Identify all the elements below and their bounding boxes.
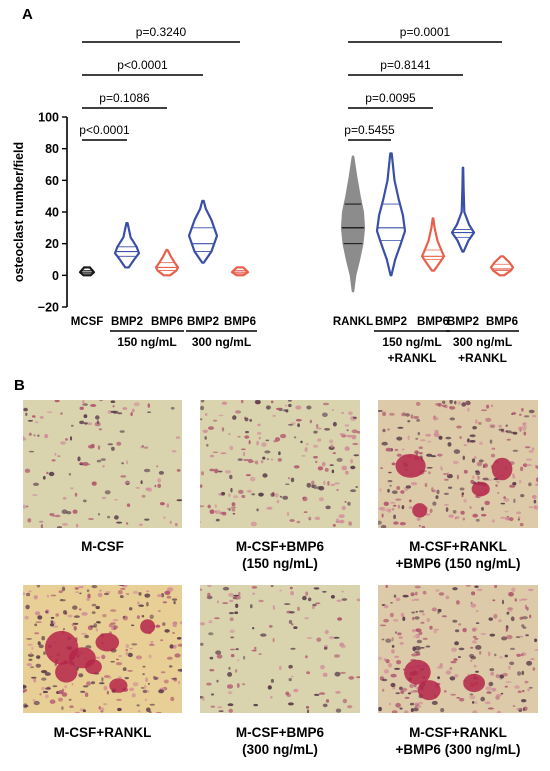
violin-1	[113, 221, 141, 269]
y-axis-label: osteoclast number/field	[12, 142, 26, 282]
caption-line: M-CSF+BMP6	[235, 539, 325, 554]
p-value-label: p=0.1086	[99, 91, 150, 105]
category-label: BMP2	[375, 316, 407, 328]
p-value-label: p<0.0001	[117, 58, 168, 72]
caption-line: +BMP6 (150 ng/mL)	[395, 556, 521, 571]
caption-line: M-CSF+RANKL	[409, 539, 507, 554]
micrograph-image	[200, 400, 360, 528]
caption-line: M-CSF+RANKL	[409, 725, 507, 740]
category-label: MCSF	[71, 316, 104, 328]
caption-line: (300 ng/mL)	[242, 742, 318, 757]
y-tick-label: 60	[45, 174, 59, 188]
y-tick-label: −20	[38, 301, 59, 315]
y-tick-label: 0	[52, 269, 59, 283]
micrograph-caption: M-CSF	[13, 538, 192, 555]
violin-6	[375, 152, 407, 277]
caption-line: M-CSF+RANKL	[53, 725, 152, 740]
violin-3	[187, 199, 219, 264]
p-value-label: p=0.5455	[344, 123, 395, 137]
violin-5	[340, 155, 366, 293]
violin-9	[489, 255, 515, 277]
panel-a-label: A	[22, 6, 33, 23]
micrograph-image	[200, 585, 360, 713]
group-label: 150 ng/mL	[382, 335, 441, 349]
micrograph-caption: M-CSF+RANKL +BMP6 (300 ng/mL)	[368, 724, 548, 758]
caption-line: +BMP6 (300 ng/mL)	[395, 742, 521, 757]
y-tick-label: 20	[45, 237, 59, 251]
y-tick-label: 100	[38, 111, 59, 125]
violin-8	[450, 166, 476, 253]
p-value-label: p=0.0001	[400, 25, 451, 39]
group-label: 300 ng/mL	[192, 335, 251, 349]
category-label: BMP2	[111, 316, 143, 328]
category-label: BMP6	[417, 316, 449, 328]
category-label: BMP6	[486, 316, 518, 328]
category-label: BMP2	[447, 316, 479, 328]
group-label: 300 ng/mL	[453, 335, 512, 349]
category-label: BMP6	[151, 316, 183, 328]
violin-0	[78, 266, 96, 277]
micrograph-caption: M-CSF+BMP6 (150 ng/mL)	[190, 538, 370, 572]
micrograph-caption: M-CSF+RANKL	[13, 724, 192, 741]
micrograph-image	[23, 400, 182, 528]
p-value-label: p=0.0095	[365, 91, 416, 105]
group-label: +RANKL	[458, 351, 507, 365]
caption-line: M-CSF	[81, 539, 124, 554]
violin-chart: −20 0 20 40 60 80 100 osteoclast number/field MC…	[12, 25, 519, 365]
violin-4	[230, 266, 250, 277]
category-label: BMP6	[224, 316, 256, 328]
micrograph-image	[378, 585, 538, 713]
caption-line: M-CSF+BMP6	[235, 725, 325, 740]
p-value-label: p<0.0001	[79, 123, 130, 137]
y-tick-label: 80	[45, 142, 59, 156]
micrograph-caption: M-CSF+RANKL +BMP6 (150 ng/mL)	[368, 538, 548, 572]
micrograph-image	[23, 585, 182, 713]
category-label: RANKL	[333, 316, 373, 328]
violin-7	[420, 217, 446, 272]
caption-line: (150 ng/mL)	[242, 556, 318, 571]
panel-b-label: B	[14, 377, 25, 394]
micrograph-caption: M-CSF+BMP6 (300 ng/mL)	[190, 724, 370, 758]
category-label: BMP2	[187, 316, 219, 328]
y-tick-label: 40	[45, 206, 59, 220]
p-value-label: p=0.8141	[380, 58, 431, 72]
group-label: +RANKL	[387, 351, 436, 365]
p-value-label: p=0.3240	[136, 25, 187, 39]
micrograph-image	[378, 400, 538, 528]
group-label: 150 ng/mL	[117, 335, 176, 349]
